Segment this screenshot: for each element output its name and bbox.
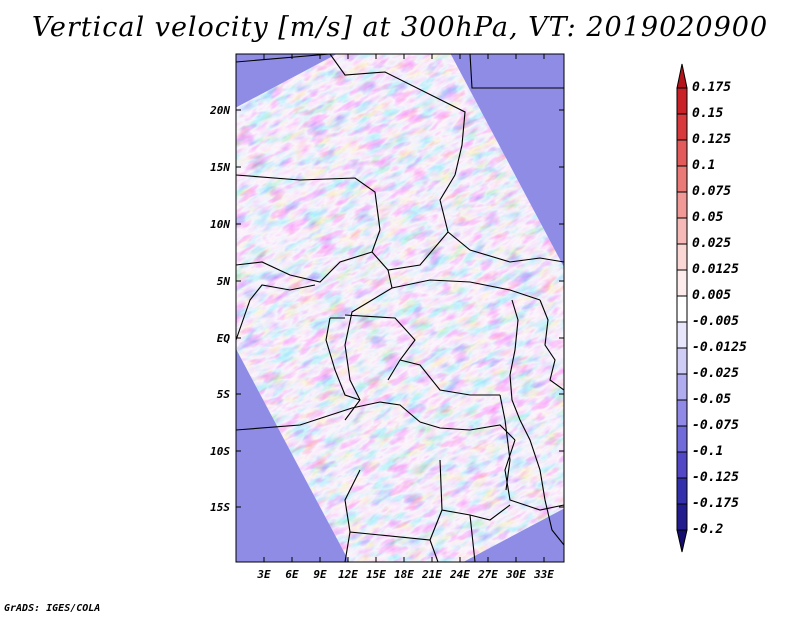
colorbar-label: 0.15 [692,106,724,121]
axis-ticks [236,54,564,562]
colorbar-label: -0.025 [692,366,739,381]
colorbar-label: -0.175 [692,496,739,511]
lon-label: 9E [313,568,327,581]
lon-label: 21E [422,568,442,581]
lon-label: 24E [450,568,470,581]
credit-text: GrADS: IGES/COLA [4,603,101,614]
colorbar-label: 0.125 [692,132,732,147]
lat-label: 5N [216,275,230,288]
colorbar-label: -0.05 [692,392,732,407]
colorbar-label: 0.005 [692,288,732,303]
lat-label: 15S [210,501,230,514]
map-frame [235,53,565,563]
country-borders [236,54,564,562]
colorbar-swatch [676,399,688,427]
lat-label: 10N [210,218,230,231]
colorbar-label: 0.175 [692,80,732,95]
colorbar-label: -0.2 [692,522,724,537]
lon-label: 18E [394,568,414,581]
colorbar-label: -0.0125 [692,340,747,355]
colorbar-swatch [676,373,688,401]
colorbar-swatch [676,217,688,245]
lon-label: 33E [534,568,554,581]
colorbar-label: -0.125 [692,470,739,485]
colorbar-label: 0.025 [692,236,732,251]
lon-label: 15E [366,568,386,581]
colorbar-swatch [676,295,688,323]
velocity-field [236,54,564,562]
colorbar-swatch [676,347,688,375]
lat-label: 10S [210,445,230,458]
colorbar-top-arrow [676,63,688,89]
colorbar-label: -0.005 [692,314,739,329]
colorbar-label: 0.05 [692,210,724,225]
lon-label: 3E [257,568,271,581]
colorbar-swatch [676,425,688,453]
colorbar-bottom-arrow [676,529,688,553]
colorbar-swatch [676,191,688,219]
colorbar-swatch [676,87,688,115]
colorbar-label: 0.075 [692,184,732,199]
colorbar-label: -0.075 [692,418,739,433]
lat-label: 20N [210,104,230,117]
colorbar-swatch [676,243,688,271]
colorbar-swatch [676,113,688,141]
lat-label: 5S [216,388,230,401]
colorbar-label: -0.1 [692,444,724,459]
colorbar-swatch [676,321,688,349]
colorbar [676,63,688,553]
colorbar-swatch [676,503,688,531]
figure-title: Vertical velocity [m/s] at 300hPa, VT: 2… [31,12,769,43]
colorbar-swatch [676,477,688,505]
colorbar-label: 0.1 [692,158,716,173]
colorbar-swatch [676,269,688,297]
colorbar-label: 0.0125 [692,262,739,277]
lon-label: 27E [478,568,498,581]
lon-label: 30E [506,568,526,581]
lon-label: 6E [285,568,299,581]
colorbar-swatch [676,165,688,193]
lat-label: 15N [210,161,230,174]
colorbar-swatch [676,451,688,479]
colorbar-swatch [676,139,688,167]
lat-label: EQ [216,332,230,345]
lon-label: 12E [338,568,358,581]
